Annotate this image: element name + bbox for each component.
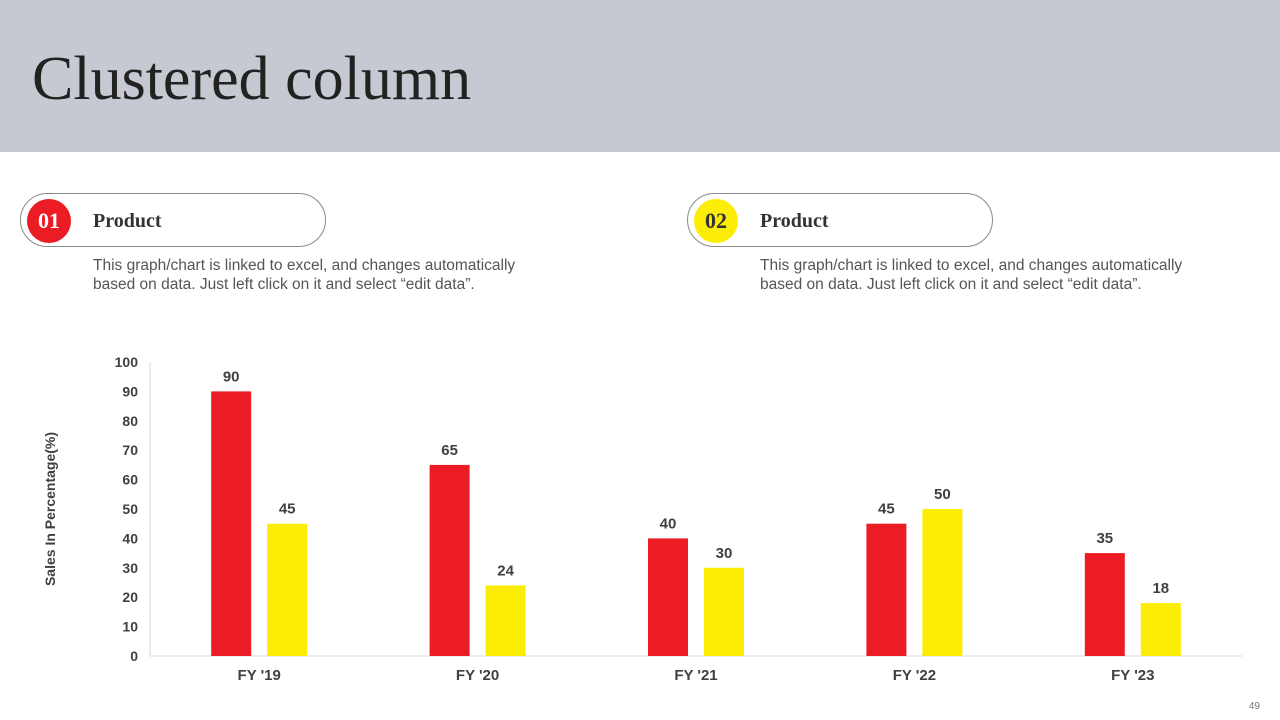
y-tick-label: 90 — [122, 383, 138, 399]
legend-description: This graph/chart is linked to excel, and… — [760, 257, 1183, 293]
y-tick-label: 40 — [122, 530, 138, 546]
legend-number-badge: 01 — [27, 199, 71, 243]
x-tick-label: FY '23 — [1111, 667, 1154, 684]
data-label: 45 — [878, 501, 895, 518]
legend-number-badge: 02 — [694, 199, 738, 243]
bar — [1140, 603, 1181, 656]
y-tick-label: 80 — [122, 413, 138, 429]
legend-item-1: 01 Product — [20, 193, 326, 247]
y-tick-label: 10 — [122, 619, 138, 635]
data-label: 35 — [1096, 530, 1113, 547]
x-tick-label: FY '21 — [674, 667, 717, 684]
y-tick-label: 70 — [122, 442, 138, 458]
clustered-column-chart: 0 10 20 30 40 50 60 70 80 90 100 Sales In Percentag… — [42, 354, 1242, 684]
y-tick-label: 30 — [122, 560, 138, 576]
legend-label: Product — [93, 210, 162, 232]
x-tick-label: FY '20 — [456, 667, 499, 684]
bar — [211, 391, 252, 656]
bar — [267, 523, 308, 656]
y-tick-label: 60 — [122, 472, 138, 488]
y-tick-label: 100 — [115, 354, 139, 370]
bar — [485, 585, 526, 656]
legend-item-2: 02 Product — [687, 193, 993, 247]
bar — [1084, 553, 1125, 656]
legend-description: This graph/chart is linked to excel, and… — [93, 257, 516, 293]
y-tick-label: 20 — [122, 589, 138, 605]
data-label: 50 — [934, 486, 951, 503]
slide-number: 49 — [1248, 701, 1260, 712]
x-tick-label: FY '19 — [238, 667, 281, 684]
bar — [648, 538, 688, 656]
title-band: Clustered column — [0, 0, 1280, 152]
legend-label: Product — [760, 210, 829, 232]
y-tick-label: 0 — [130, 648, 138, 664]
bar — [429, 464, 470, 656]
y-axis-label: Sales In Percentage(%) — [42, 432, 58, 586]
data-label: 18 — [1152, 580, 1169, 597]
bar — [866, 523, 907, 656]
data-label: 45 — [279, 501, 296, 518]
bar — [704, 567, 744, 656]
bar — [922, 509, 963, 656]
x-tick-label: FY '22 — [893, 667, 936, 684]
page-title: Clustered column — [32, 45, 472, 113]
data-label: 40 — [660, 515, 677, 532]
data-label: 90 — [223, 368, 240, 385]
data-label: 65 — [441, 442, 458, 459]
y-tick-label: 50 — [122, 501, 138, 517]
data-label: 24 — [497, 562, 514, 579]
data-label: 30 — [716, 545, 733, 562]
